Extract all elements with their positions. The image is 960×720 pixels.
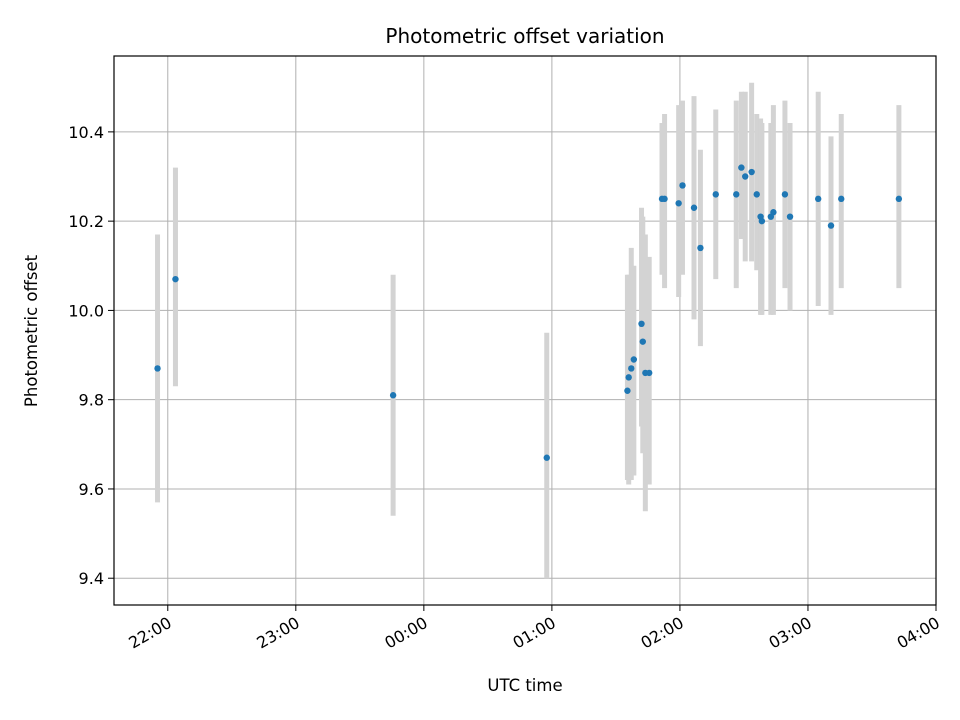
x-tick-label: 02:00: [637, 613, 686, 653]
data-point: [697, 244, 704, 252]
y-axis-ticks: 9.4 9.6 9.8 10.0 10.2 10.4: [68, 123, 114, 588]
data-point: [389, 392, 397, 399]
data-point: [639, 338, 646, 345]
y-tick-label: 10.4: [68, 123, 104, 142]
y-tick-label: 9.8: [79, 391, 104, 410]
data-point: [172, 275, 179, 283]
data-point: [661, 195, 668, 203]
data-point: [154, 365, 161, 372]
x-tick-label: 23:00: [253, 613, 302, 653]
x-axis-ticks: 22:00 23:00 00:00 01:00 02:00 03:00 04:00: [125, 605, 943, 653]
data-points: [154, 164, 903, 461]
data-point: [786, 213, 794, 220]
data-point: [748, 168, 755, 176]
y-tick-label: 9.4: [79, 569, 104, 588]
chart-title: Photometric offset variation: [385, 24, 664, 48]
data-point: [628, 365, 635, 372]
y-tick-label: 10.2: [68, 212, 104, 231]
data-point: [733, 191, 740, 198]
data-point: [645, 369, 653, 377]
data-point: [625, 374, 632, 381]
data-point: [753, 191, 760, 198]
y-tick-label: 10.0: [68, 301, 104, 320]
data-point: [543, 454, 550, 461]
error-bars: [155, 82, 902, 579]
data-point: [712, 191, 719, 198]
data-point: [758, 217, 766, 225]
x-tick-label: 01:00: [509, 613, 558, 653]
data-point: [770, 209, 777, 216]
data-point: [838, 195, 845, 203]
data-point: [624, 387, 631, 394]
data-point: [675, 200, 682, 207]
y-axis-label: Photometric offset: [22, 254, 41, 407]
plot-frame: [113, 55, 937, 606]
x-tick-label: 04:00: [894, 613, 943, 653]
grid: [114, 56, 937, 605]
data-point: [827, 222, 835, 229]
data-point: [742, 173, 749, 180]
data-point: [815, 195, 822, 203]
x-axis-label: UTC time: [487, 676, 562, 695]
data-point: [895, 195, 903, 203]
y-tick-label: 9.6: [79, 480, 104, 499]
data-point: [738, 164, 745, 171]
data-point: [679, 182, 686, 189]
data-point: [690, 204, 698, 211]
x-tick-label: 00:00: [381, 613, 430, 653]
data-point: [781, 191, 789, 198]
data-point: [638, 320, 645, 328]
x-tick-label: 03:00: [766, 613, 815, 653]
x-tick-label: 22:00: [125, 613, 174, 653]
data-point: [630, 356, 638, 363]
